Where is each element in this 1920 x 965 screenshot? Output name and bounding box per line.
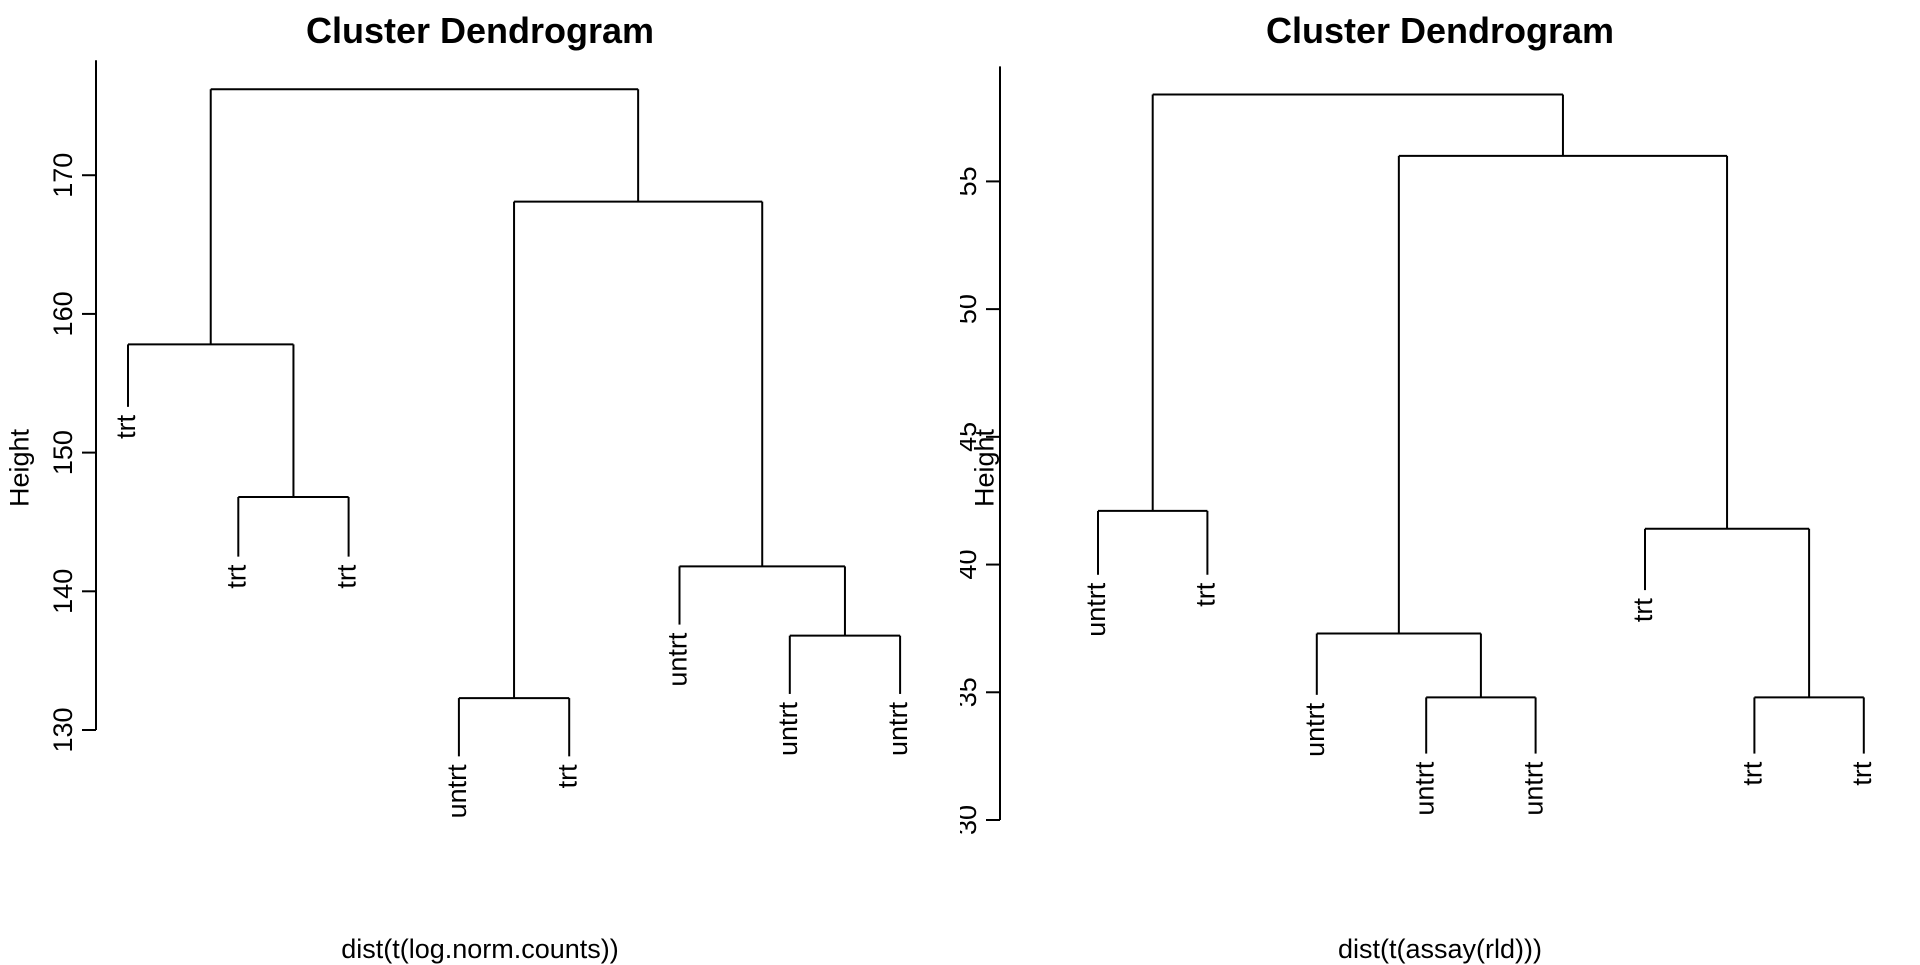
- y-tick-label: 140: [48, 569, 78, 614]
- y-tick-label: 35: [960, 677, 982, 707]
- leaf-label: untrt: [883, 701, 913, 756]
- leaf-label: trt: [1628, 598, 1658, 622]
- y-tick-label: 130: [48, 707, 78, 752]
- y-axis-label: Height: [969, 428, 1000, 508]
- chart-title: Cluster Dendrogram: [1265, 10, 1615, 51]
- y-tick-label: 50: [960, 294, 982, 324]
- x-axis-label: dist(t(log.norm.counts)): [341, 934, 619, 964]
- y-tick-label: 55: [960, 166, 982, 196]
- leaf-label: trt: [552, 764, 582, 788]
- dendrogram-panel-2: Cluster Dendrogram 30 35 40 45 50 55 untrt trt u…: [960, 0, 1920, 964]
- y-tick-label: 45: [960, 422, 982, 452]
- leaf-label: trt: [1847, 761, 1877, 785]
- leaf-label: untrt: [1519, 761, 1549, 816]
- y-axis-label: Height: [4, 428, 35, 508]
- y-tick-label: 150: [48, 430, 78, 475]
- y-tick-label: 160: [48, 291, 78, 336]
- dendrogram-plot: 30 35 40 45 50 55 untrt trt untrt untrt untrt trt tr…: [960, 66, 1877, 835]
- leaf-label: untrt: [442, 764, 472, 819]
- leaf-label: trt: [221, 564, 251, 588]
- leaf-label: trt: [1191, 582, 1221, 606]
- leaf-label: trt: [332, 564, 362, 588]
- leaf-label: trt: [111, 414, 141, 438]
- y-tick-label: 30: [960, 805, 982, 835]
- leaf-label: untrt: [1409, 761, 1439, 816]
- y-tick-label: 40: [960, 550, 982, 580]
- chart-title: Cluster Dendrogram: [305, 10, 655, 51]
- leaf-label: untrt: [663, 632, 693, 687]
- dendrogram-panel-1: Cluster Dendrogram 130 140 150 160 170 trt trt…: [0, 0, 960, 964]
- leaf-label: untrt: [773, 701, 803, 756]
- x-axis-label: dist(t(assay(rld))): [1337, 934, 1542, 964]
- dendrogram-plot: 130 140 150 160 170 trt trt trt untrt trt untrt unt…: [48, 60, 913, 819]
- y-tick-label: 170: [48, 153, 78, 198]
- leaf-label: untrt: [1300, 702, 1330, 757]
- leaf-label: untrt: [1081, 582, 1111, 637]
- leaf-label: trt: [1738, 761, 1768, 785]
